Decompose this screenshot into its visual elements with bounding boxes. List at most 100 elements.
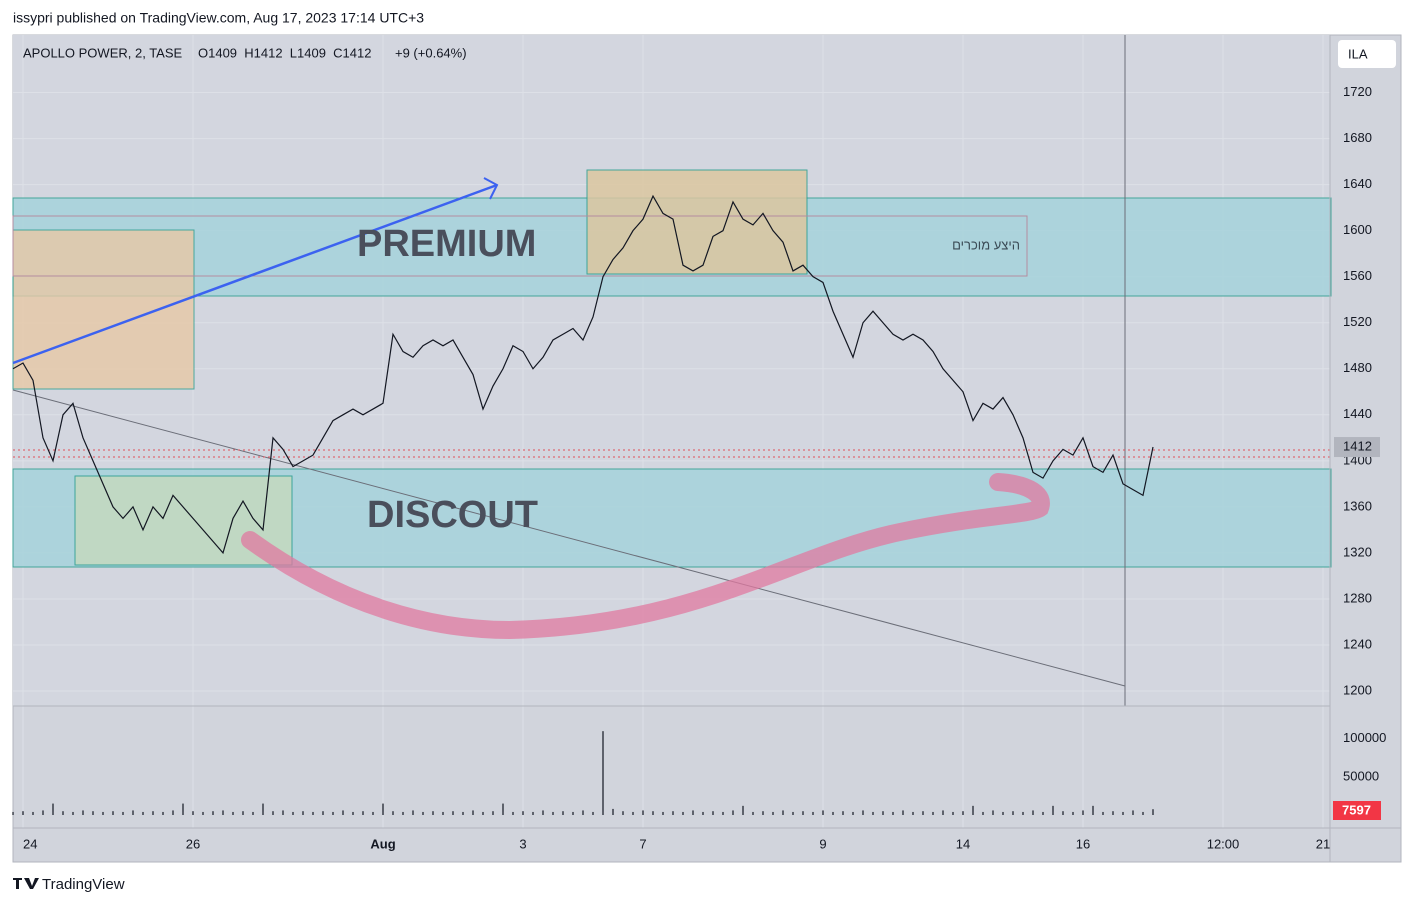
currency-button[interactable] <box>1338 40 1396 68</box>
volume-bar <box>182 803 184 815</box>
volume-bar <box>1032 810 1034 815</box>
volume-bar <box>102 811 104 815</box>
x-tick-label: 16 <box>1076 836 1090 851</box>
volume-bar <box>272 811 274 815</box>
y-tick-label: 1560 <box>1343 268 1372 283</box>
volume-bar <box>322 811 324 815</box>
x-tick-label: 26 <box>186 836 200 851</box>
annotation: היצע מוכרים <box>952 237 1020 252</box>
currency[interactable]: ILA <box>1348 46 1368 61</box>
volume-bar <box>12 811 14 815</box>
volume-bar <box>522 811 524 815</box>
change: +9 (+0.64%) <box>395 45 467 60</box>
y-tick-label: 1240 <box>1343 636 1372 651</box>
volume-bar <box>42 810 44 815</box>
volume-bar <box>572 811 574 815</box>
volume-bar <box>162 811 164 815</box>
volume-bar <box>942 810 944 815</box>
volume-bar <box>432 811 434 815</box>
volume-bar <box>932 811 934 815</box>
volume-bar <box>872 811 874 815</box>
volume-bar <box>302 811 304 815</box>
ohlc: O1409 H1412 L1409 C1412 <box>198 45 371 60</box>
x-tick-label: 21 <box>1316 836 1330 851</box>
volume-bar <box>532 811 534 815</box>
volume-bar <box>602 731 604 815</box>
trend-line <box>12 389 1126 687</box>
volume-bar <box>1072 811 1074 815</box>
volume-bar <box>722 811 724 815</box>
volume-bar <box>192 811 194 815</box>
volume-bar <box>1052 805 1054 815</box>
annotation: DISCOUT <box>367 494 538 536</box>
volume-bar <box>742 805 744 815</box>
labels: 1200124012801320136014001440148015201560… <box>23 84 1386 851</box>
volume-bar <box>452 811 454 815</box>
volume-bar <box>252 811 254 815</box>
volume-bar <box>1152 809 1154 815</box>
y-tick-label: 1320 <box>1343 544 1372 559</box>
x-tick-label: 14 <box>956 836 970 851</box>
volume-bar <box>352 811 354 815</box>
volume-bar <box>782 810 784 815</box>
last-price-box <box>1334 437 1380 458</box>
volume-bar <box>862 810 864 815</box>
volume-bar <box>1042 811 1044 815</box>
y-tick-label: 1520 <box>1343 314 1372 329</box>
volume-bar <box>562 811 564 815</box>
annotation: PREMIUM <box>357 223 536 265</box>
volume-bar <box>202 811 204 815</box>
volume-bar <box>732 810 734 815</box>
volume-bar <box>592 811 594 815</box>
volume-bar <box>712 811 714 815</box>
volume-bar <box>1002 811 1004 815</box>
footer-brand: TradingView <box>42 876 125 893</box>
volume-bar <box>312 811 314 815</box>
volume-bar <box>832 811 834 815</box>
volume-bar <box>132 810 134 815</box>
volume-bar <box>1062 811 1064 815</box>
volume-bar <box>362 811 364 815</box>
volume-bar <box>152 811 154 815</box>
path-drawing <box>241 473 1050 640</box>
symbol: APOLLO POWER, 2, TASE <box>23 45 183 60</box>
volume-bar <box>112 811 114 815</box>
volume-bar <box>812 811 814 815</box>
volume-bar <box>242 811 244 815</box>
volume-bar <box>472 810 474 815</box>
x-tick-label: 3 <box>519 836 526 851</box>
volume-bar <box>372 811 374 815</box>
volume-bar <box>1122 811 1124 815</box>
volume-bar <box>232 811 234 815</box>
volume-bar <box>482 811 484 815</box>
y-tick-label: 1480 <box>1343 360 1372 375</box>
volume-bar <box>692 810 694 815</box>
volume-bar <box>982 811 984 815</box>
x-tick-label: 9 <box>819 836 826 851</box>
x-tick-label: 24 <box>23 836 37 851</box>
volume-bar <box>662 811 664 815</box>
volume-bar <box>542 810 544 815</box>
x-tick-label: 12:00 <box>1207 836 1240 851</box>
volume-bar <box>502 803 504 815</box>
volume-bar <box>1022 811 1024 815</box>
last-volume-box <box>1333 801 1381 820</box>
volume-bar <box>952 811 954 815</box>
seller-box <box>12 215 1028 277</box>
volume-bar <box>852 811 854 815</box>
last-price-label: 1412 <box>1343 438 1372 453</box>
last-volume-label: 7597 <box>1342 802 1371 817</box>
volume-bar <box>1112 811 1114 815</box>
volume-bar <box>1142 811 1144 815</box>
volume-bar <box>1012 811 1014 815</box>
volume-bar <box>222 810 224 815</box>
volume-bar <box>802 811 804 815</box>
volume-bar <box>382 803 384 815</box>
volume-bar <box>632 811 634 815</box>
volume-bar <box>332 811 334 815</box>
volume-bar <box>972 805 974 815</box>
volume-bar <box>32 811 34 815</box>
volume-bar <box>992 810 994 815</box>
volume-bar <box>612 808 614 815</box>
